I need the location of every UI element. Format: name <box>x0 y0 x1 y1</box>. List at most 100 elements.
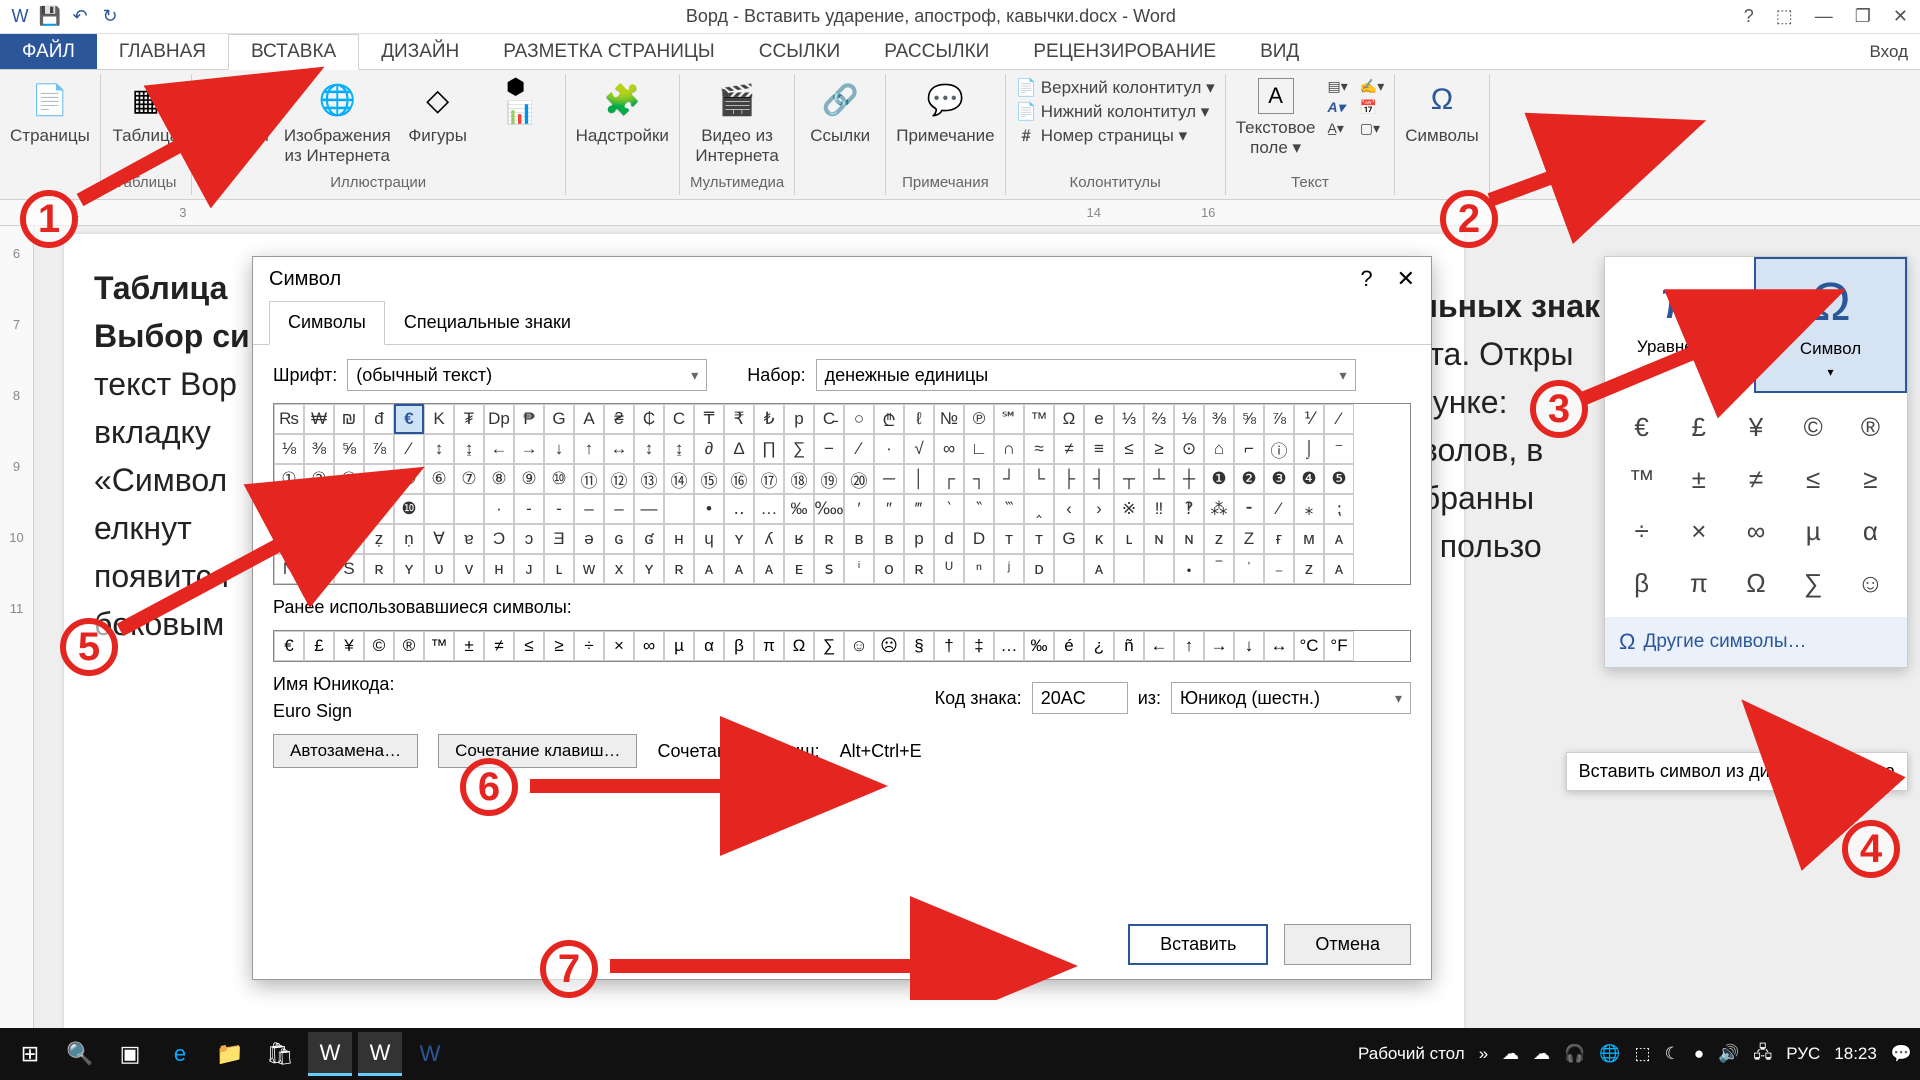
mini-symbol-cell[interactable]: π <box>1670 557 1727 609</box>
symbol-cell[interactable]: ᴊ <box>514 554 544 584</box>
recent-symbol-cell[interactable]: → <box>1204 631 1234 661</box>
undo-icon[interactable]: ↶ <box>66 3 94 31</box>
edge-icon[interactable]: e <box>158 1032 202 1076</box>
header-button[interactable]: 📄 Верхний колонтитул ▾ <box>1016 78 1215 98</box>
symbol-cell[interactable]: Ɔ <box>484 524 514 554</box>
symbol-cell[interactable]: ∙ <box>874 434 904 464</box>
recent-symbol-cell[interactable]: Ω <box>784 631 814 661</box>
recent-symbol-cell[interactable]: ‰ <box>1024 631 1054 661</box>
tray-onedrive-icon[interactable]: ☁ <box>1533 1044 1550 1064</box>
recent-symbol-cell[interactable]: £ <box>304 631 334 661</box>
minimize-icon[interactable]: — <box>1809 4 1839 29</box>
symbol-cell[interactable]: ʎ <box>754 524 784 554</box>
symbol-cell[interactable]: • <box>694 494 724 524</box>
symbol-cell[interactable]: ⁻ <box>1324 434 1354 464</box>
recent-symbol-cell[interactable]: ñ <box>1114 631 1144 661</box>
symbol-cell[interactable]: ⑦ <box>454 464 484 494</box>
symbol-cell[interactable]: ˈ <box>1234 554 1264 584</box>
symbol-cell[interactable]: ② <box>304 464 334 494</box>
recent-symbol-cell[interactable]: ☹ <box>874 631 904 661</box>
recent-symbol-cell[interactable]: ± <box>454 631 484 661</box>
recent-symbol-cell[interactable]: ≠ <box>484 631 514 661</box>
symbol-cell[interactable]: − <box>814 434 844 464</box>
symbol-cell[interactable]: ₴ <box>604 404 634 434</box>
symbol-cell[interactable]: ʀ <box>364 554 394 584</box>
symbol-cell[interactable]: ṇ <box>394 524 424 554</box>
symbol-cell[interactable]: ∞ <box>934 434 964 464</box>
recent-symbol-cell[interactable]: ↔ <box>1264 631 1294 661</box>
symbol-cell[interactable]: ⑰ <box>754 464 784 494</box>
recent-symbol-cell[interactable]: ← <box>1144 631 1174 661</box>
tab-layout[interactable]: РАЗМЕТКА СТРАНИЦЫ <box>481 34 737 69</box>
desktop-label[interactable]: Рабочий стол <box>1358 1044 1465 1064</box>
symbol-cell[interactable]: ⅜ <box>1204 404 1234 434</box>
search-icon[interactable]: 🔍 <box>58 1032 102 1076</box>
symbol-cell[interactable]: ʁ <box>784 524 814 554</box>
symbol-cell[interactable]: ғ <box>1264 524 1294 554</box>
recent-symbol-cell[interactable]: µ <box>664 631 694 661</box>
symbol-cell[interactable]: S <box>334 554 364 584</box>
symbol-cell[interactable]: ↕ <box>634 434 664 464</box>
symbol-cell[interactable]: ɴ <box>1174 524 1204 554</box>
symbol-cell[interactable]: w <box>574 554 604 584</box>
symbol-cell[interactable]: ‾ <box>1204 554 1234 584</box>
symbol-cell[interactable]: ʀ <box>664 554 694 584</box>
symbol-cell[interactable]: đ <box>364 404 394 434</box>
symbol-cell[interactable]: L <box>304 554 334 584</box>
mini-symbol-cell[interactable]: ¥ <box>1727 401 1784 453</box>
symbol-cell[interactable]: ∑ <box>784 434 814 464</box>
font-combo[interactable]: (обычный текст)▾ <box>347 359 707 391</box>
mini-symbol-cell[interactable]: α <box>1842 505 1899 557</box>
symbol-cell[interactable]: ⑮ <box>694 464 724 494</box>
recent-symbol-cell[interactable]: ∞ <box>634 631 664 661</box>
symbol-cell[interactable]: ₨ <box>274 404 304 434</box>
explorer-icon[interactable]: 📁 <box>208 1032 252 1076</box>
mini-symbol-cell[interactable]: ≤ <box>1785 453 1842 505</box>
tab-home[interactable]: ГЛАВНАЯ <box>97 34 228 69</box>
symbol-cell[interactable]: ʀ <box>814 524 844 554</box>
symbol-cell[interactable]: ɐ <box>454 524 484 554</box>
symbol-cell[interactable]: ʟ <box>544 554 574 584</box>
mini-symbol-cell[interactable]: β <box>1613 557 1670 609</box>
dropcap-icon[interactable]: A̲▾ <box>1328 120 1348 137</box>
char-code-input[interactable]: 20AC <box>1032 682 1128 714</box>
mini-symbol-cell[interactable]: µ <box>1785 505 1842 557</box>
tray-clock[interactable]: 18:23 <box>1834 1044 1877 1064</box>
symbol-cell[interactable]: N <box>274 554 304 584</box>
online-pictures-button[interactable]: 🌐Изображения из Интернета <box>284 78 391 165</box>
recent-symbol-cell[interactable]: ™ <box>424 631 454 661</box>
datetime-icon[interactable]: 📅 <box>1360 99 1384 116</box>
symbol-cell[interactable]: ‼ <box>1144 494 1174 524</box>
recent-symbol-cell[interactable]: ‡ <box>964 631 994 661</box>
symbol-cell[interactable]: ǝ <box>574 524 604 554</box>
more-symbols-button[interactable]: ΩДругие символы… <box>1605 617 1907 667</box>
page-number-button[interactable]: #️ Номер страницы ▾ <box>1016 126 1215 146</box>
tray-volume-icon[interactable]: 🔊 <box>1718 1044 1739 1064</box>
shortcut-button[interactable]: Сочетание клавиш… <box>438 734 637 768</box>
symbol-cell[interactable]: ❾ <box>364 494 394 524</box>
symbol-cell[interactable]: ɴ <box>1144 524 1174 554</box>
symbol-cell[interactable]: ↑ <box>574 434 604 464</box>
from-combo[interactable]: Юникод (шестн.)▾ <box>1171 682 1411 714</box>
symbol-cell[interactable]: ・ <box>1174 554 1204 584</box>
mini-symbol-cell[interactable]: ÷ <box>1613 505 1670 557</box>
symbol-cell[interactable]: ⅝ <box>334 434 364 464</box>
symbol-cell[interactable]: K <box>424 404 454 434</box>
symbol-cell[interactable]: ⑩ <box>544 464 574 494</box>
mini-symbol-cell[interactable]: ∑ <box>1785 557 1842 609</box>
word-icon[interactable]: W <box>6 3 34 31</box>
symbol-cell[interactable]: ℓ <box>904 404 934 434</box>
symbol-cell[interactable]: ∀ <box>424 524 454 554</box>
symbol-cell[interactable]: н <box>484 554 514 584</box>
symbol-cell[interactable]: Ω <box>1054 404 1084 434</box>
symbol-cell[interactable]: ⑥ <box>424 464 454 494</box>
symbol-cell[interactable] <box>1114 554 1144 584</box>
symbol-cell[interactable]: ❽ <box>334 494 364 524</box>
recent-symbol-cell[interactable]: ≥ <box>544 631 574 661</box>
symbol-cell[interactable]: ᴀ <box>754 554 784 584</box>
symbol-cell[interactable]: т <box>994 524 1024 554</box>
symbol-cell[interactable]: ⑲ <box>814 464 844 494</box>
recent-symbol-cell[interactable]: € <box>274 631 304 661</box>
symbol-cell[interactable]: ⅛ <box>274 434 304 464</box>
symbol-cell[interactable]: ⑯ <box>724 464 754 494</box>
